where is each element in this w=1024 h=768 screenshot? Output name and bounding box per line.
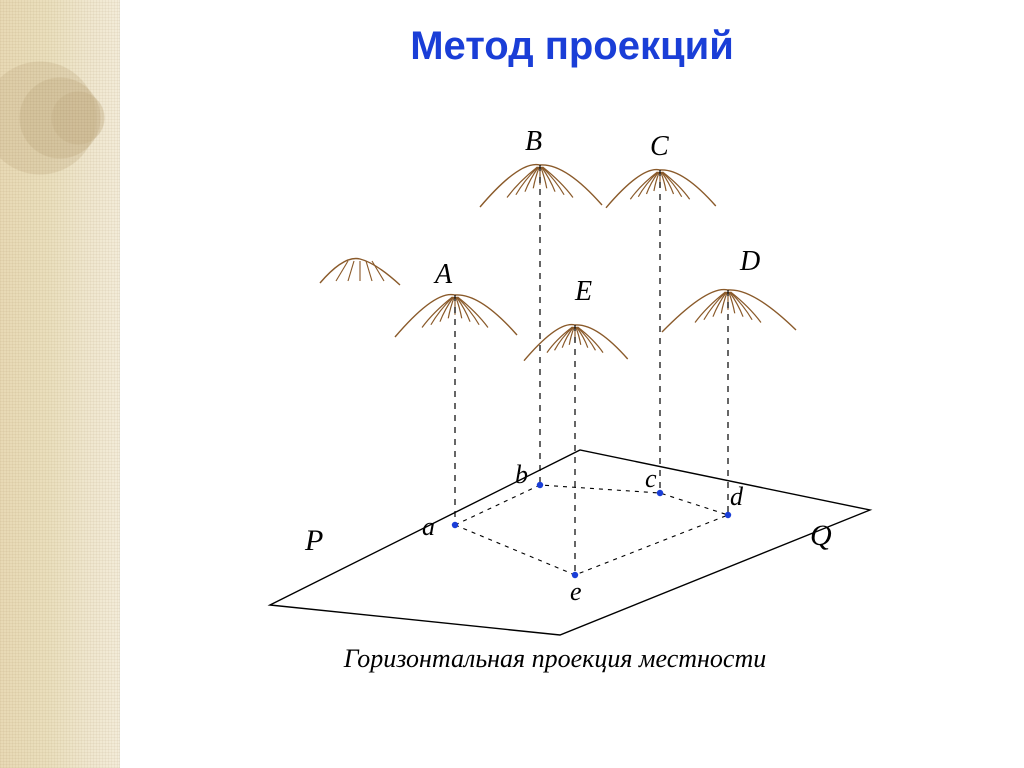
diagram-caption: Горизонтальная проекция местности	[343, 644, 767, 673]
textured-sidebar	[0, 0, 120, 768]
plane-label-P: P	[304, 524, 323, 557]
point-a-marker	[452, 522, 458, 528]
peak-A-label: A	[433, 259, 453, 290]
point-d-marker	[725, 512, 731, 518]
peak-D-label: D	[739, 246, 760, 277]
projection-diagram: a b c d e A B C D E P Q Горизонтальная проекция мест…	[230, 115, 880, 675]
point-c-marker	[657, 490, 663, 496]
peak-B-label: B	[525, 126, 542, 157]
projected-polyline	[455, 485, 728, 575]
point-c-label: c	[645, 464, 657, 493]
point-a-label: a	[422, 512, 435, 541]
page-title-text: Метод проекций	[410, 24, 734, 68]
point-b-label: b	[515, 460, 528, 489]
point-b-marker	[537, 482, 543, 488]
projection-plane	[270, 450, 870, 635]
plane-label-Q: Q	[810, 519, 832, 552]
point-e-label: e	[570, 577, 582, 606]
peak-C-label: C	[650, 131, 669, 162]
page-title: Метод проекцийМетод проекцийМетод проекц…	[120, 24, 1024, 69]
peak-E-label: E	[574, 276, 592, 307]
diagram-svg: a b c d e A B C D E P Q Горизонтальная проекция мест…	[230, 115, 880, 675]
point-d-label: d	[730, 482, 744, 511]
